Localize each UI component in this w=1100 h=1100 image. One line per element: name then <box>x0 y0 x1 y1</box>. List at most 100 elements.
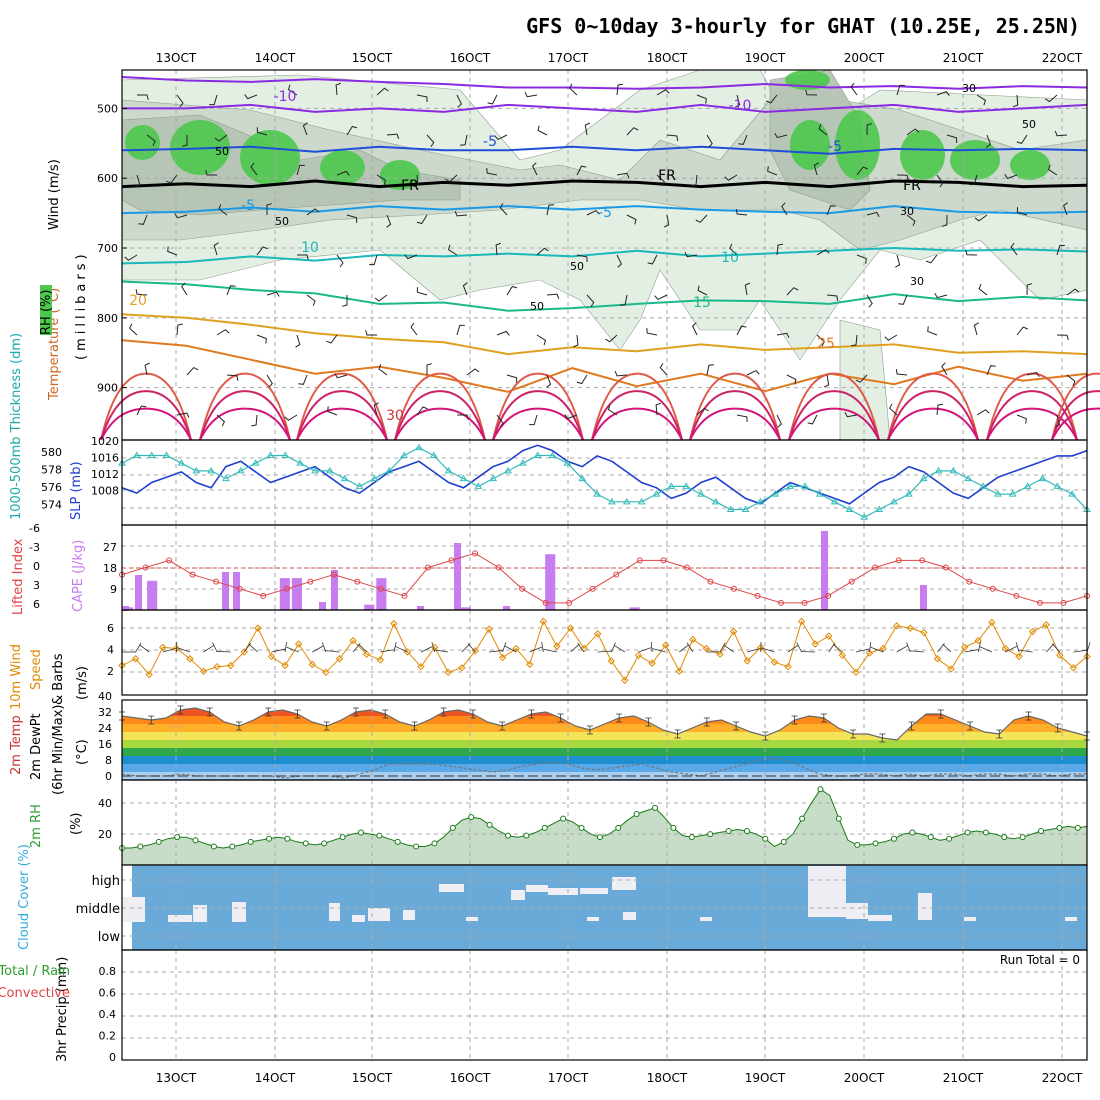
ylabel-wind10m-c-text: (m/s) <box>75 666 90 700</box>
wind-barb <box>135 174 141 188</box>
wind-barb <box>969 174 978 186</box>
wind-marker <box>444 668 452 677</box>
x-label-top: 18OCT <box>647 51 688 65</box>
rh-marker <box>266 835 273 842</box>
wind-barb <box>647 254 658 265</box>
wind-barb <box>426 363 432 375</box>
wind-barb <box>144 362 150 376</box>
wind-barb <box>946 134 958 143</box>
thickness-marker <box>370 474 379 482</box>
wind-barb <box>896 84 905 96</box>
wind-marker <box>825 632 833 640</box>
wind-marker <box>213 662 221 671</box>
wind-marker <box>294 640 303 648</box>
li-marker <box>848 578 855 585</box>
ylabel-rh-text: RH (%) <box>39 290 54 335</box>
wind-barb <box>898 294 908 305</box>
cape-bar <box>503 606 510 610</box>
temp-errorbar <box>557 713 564 723</box>
wind-barb <box>586 294 595 307</box>
rh-bright <box>790 120 830 170</box>
y-tick-temp: 8 <box>105 754 112 767</box>
rh-marker <box>192 837 199 844</box>
li-marker <box>424 564 431 571</box>
temp-errorbar <box>791 715 798 725</box>
li-marker <box>989 585 996 592</box>
wind-barb-10m <box>869 641 872 653</box>
isotherm-line <box>121 280 1088 312</box>
rh-line <box>122 788 1088 849</box>
wind-barb-10m <box>1018 649 1033 653</box>
wind-barb-10m <box>1015 642 1020 653</box>
rh-marker <box>302 840 309 847</box>
thickness-marker <box>682 482 691 489</box>
isotherm-line <box>122 103 1088 113</box>
rh-marker <box>560 815 567 822</box>
thickness-marker <box>325 466 334 474</box>
thickness-marker <box>934 466 943 474</box>
y-tick-precip: 0.2 <box>99 1030 117 1043</box>
temp-errorbar <box>645 717 652 727</box>
wind-barb <box>738 134 748 145</box>
wind-barb <box>487 94 498 105</box>
wind-barb <box>851 334 858 347</box>
isotherm-arc <box>689 407 781 441</box>
wind-barb <box>776 414 783 428</box>
wind-barb <box>546 374 552 388</box>
wind-barb <box>295 334 301 348</box>
wind-barb <box>736 414 748 422</box>
wind-barb-10m <box>747 647 761 653</box>
wind-barb <box>166 174 178 184</box>
wind-barb <box>936 174 944 188</box>
cloud-block <box>548 888 578 895</box>
wind-barb-10m <box>906 642 911 653</box>
wind-barb <box>216 414 226 427</box>
li-marker <box>166 557 173 564</box>
li-marker <box>895 557 902 564</box>
y-tick-slp: 1016 <box>91 452 119 465</box>
wind-marker <box>240 648 249 656</box>
cape-bar <box>319 602 326 610</box>
temp-band <box>122 740 1087 748</box>
li-marker <box>636 557 643 564</box>
contour-label: FR <box>658 168 676 184</box>
wind-barb <box>537 125 548 136</box>
thickness-marker <box>578 474 587 482</box>
isotherm-arc <box>689 372 781 441</box>
wind-barb <box>697 285 708 296</box>
temp-errorbar <box>879 733 886 743</box>
wind-barb-10m <box>434 649 449 653</box>
wind-marker <box>539 617 548 626</box>
temp-errorbar <box>850 729 857 739</box>
wind-barb <box>1056 244 1065 256</box>
ylabel-rh2m-text: 2m RH <box>29 804 44 848</box>
ylabel-thickness-text: 1000-500mb Thickness (dm) <box>9 333 24 520</box>
ylabel-dewpt-text: 2m DewPt <box>29 713 44 780</box>
temp-errorbar <box>469 709 476 719</box>
wind-barb-10m <box>358 643 367 653</box>
wind-barb <box>447 244 458 256</box>
temp-band <box>122 756 1087 764</box>
wind-barb <box>564 414 578 420</box>
isotherm-arc <box>591 372 683 441</box>
wind-barb <box>776 332 790 339</box>
rh-marker <box>155 838 162 845</box>
temp-errorbar <box>616 713 623 723</box>
cape-bar <box>331 570 338 610</box>
wind-barb <box>805 89 818 96</box>
wind-barb <box>656 174 665 187</box>
temp-band <box>122 764 1087 772</box>
wind-barb <box>244 94 258 100</box>
wind-barb <box>205 170 217 176</box>
thickness-marker <box>608 497 616 505</box>
rh-marker <box>927 834 934 841</box>
isotherm-arc <box>591 390 683 441</box>
temp-errorbar <box>1054 723 1061 733</box>
thickness-marker <box>949 466 958 474</box>
wind-barb <box>691 174 698 187</box>
wind-barb <box>927 326 938 336</box>
y-tick-li: -6 <box>29 522 40 535</box>
wind-marker <box>716 650 724 658</box>
y-tick-rh: 40 <box>98 797 112 810</box>
wind-barb <box>976 94 986 106</box>
